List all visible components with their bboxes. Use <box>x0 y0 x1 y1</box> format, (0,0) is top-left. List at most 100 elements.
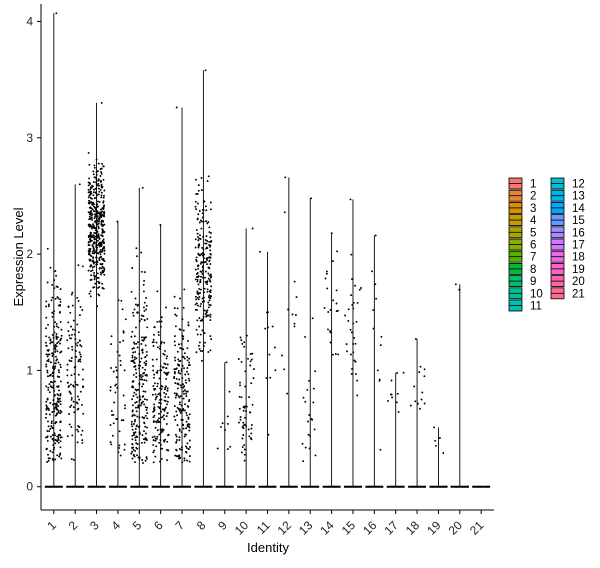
data-point <box>112 422 115 425</box>
data-point <box>163 371 166 374</box>
data-point <box>113 401 116 404</box>
data-point <box>153 388 156 391</box>
data-point <box>325 270 328 273</box>
data-point <box>416 485 419 488</box>
data-point <box>175 106 178 109</box>
data-point <box>197 239 200 242</box>
data-point <box>156 485 159 488</box>
data-point <box>114 391 117 394</box>
data-point <box>93 227 96 230</box>
data-point <box>143 379 146 382</box>
data-point <box>101 262 104 265</box>
data-point <box>461 485 464 488</box>
data-point <box>92 209 95 212</box>
data-point <box>324 277 327 280</box>
data-point <box>219 485 222 488</box>
data-point <box>182 337 185 340</box>
data-point <box>197 283 200 286</box>
data-point <box>335 289 338 292</box>
data-point <box>56 440 59 443</box>
data-point <box>54 458 57 461</box>
data-point <box>91 208 94 211</box>
data-point <box>245 334 248 337</box>
data-point <box>121 308 124 311</box>
data-point <box>92 246 95 249</box>
data-point <box>51 433 54 436</box>
data-point <box>189 446 191 448</box>
data-point <box>47 407 50 410</box>
data-point <box>93 274 96 277</box>
data-point <box>207 221 210 224</box>
data-point <box>102 206 105 209</box>
data-point <box>76 428 79 431</box>
data-point <box>133 420 136 423</box>
data-point <box>134 406 137 409</box>
data-point <box>134 436 137 439</box>
data-point <box>77 331 80 334</box>
data-point <box>132 434 135 437</box>
data-point <box>336 250 339 253</box>
data-point <box>396 371 399 374</box>
data-point <box>117 299 120 302</box>
data-point <box>75 355 78 358</box>
data-point <box>196 292 199 295</box>
legend-label: 20 <box>572 276 585 288</box>
data-point <box>145 362 148 365</box>
data-point <box>71 304 74 307</box>
data-point <box>197 298 200 301</box>
data-point <box>141 186 144 189</box>
data-point <box>116 220 119 223</box>
data-point <box>202 485 205 488</box>
data-point <box>97 182 100 185</box>
data-point <box>433 426 435 429</box>
data-point <box>101 265 104 268</box>
data-point <box>97 252 100 255</box>
data-point <box>166 389 169 392</box>
data-point <box>96 236 98 239</box>
data-point <box>89 224 92 227</box>
data-point <box>81 439 84 442</box>
data-point <box>186 347 189 350</box>
data-point <box>195 256 198 259</box>
x-tick-label: 12 <box>275 518 295 538</box>
x-tick-label: 3 <box>87 518 102 533</box>
data-point <box>175 367 178 370</box>
data-point <box>252 377 255 380</box>
data-point <box>69 311 72 314</box>
data-point <box>250 382 253 385</box>
data-point <box>54 350 57 353</box>
data-point <box>160 410 162 413</box>
data-point <box>201 297 204 300</box>
data-point <box>88 292 91 295</box>
data-point <box>100 172 103 175</box>
data-point <box>156 371 159 374</box>
data-point <box>413 385 416 388</box>
data-point <box>265 377 268 380</box>
data-point <box>79 390 82 393</box>
data-point <box>178 447 181 450</box>
data-point <box>264 327 267 330</box>
data-point <box>101 241 103 244</box>
data-point <box>226 448 229 451</box>
data-point <box>131 450 134 453</box>
data-point <box>242 424 245 427</box>
data-point <box>199 333 202 336</box>
data-point <box>98 200 101 203</box>
data-point <box>137 404 140 407</box>
data-point <box>159 460 161 463</box>
data-point <box>195 276 198 278</box>
data-point <box>87 188 90 191</box>
data-point <box>159 369 162 372</box>
data-point <box>70 293 73 296</box>
data-point <box>195 193 198 195</box>
data-point <box>45 407 48 410</box>
data-point <box>59 366 62 369</box>
data-point <box>93 238 96 241</box>
data-point <box>203 253 206 256</box>
data-point <box>142 306 145 309</box>
data-point <box>49 450 52 452</box>
data-point <box>199 319 202 322</box>
data-point <box>97 280 100 283</box>
data-point <box>488 485 490 488</box>
data-point <box>145 308 148 311</box>
